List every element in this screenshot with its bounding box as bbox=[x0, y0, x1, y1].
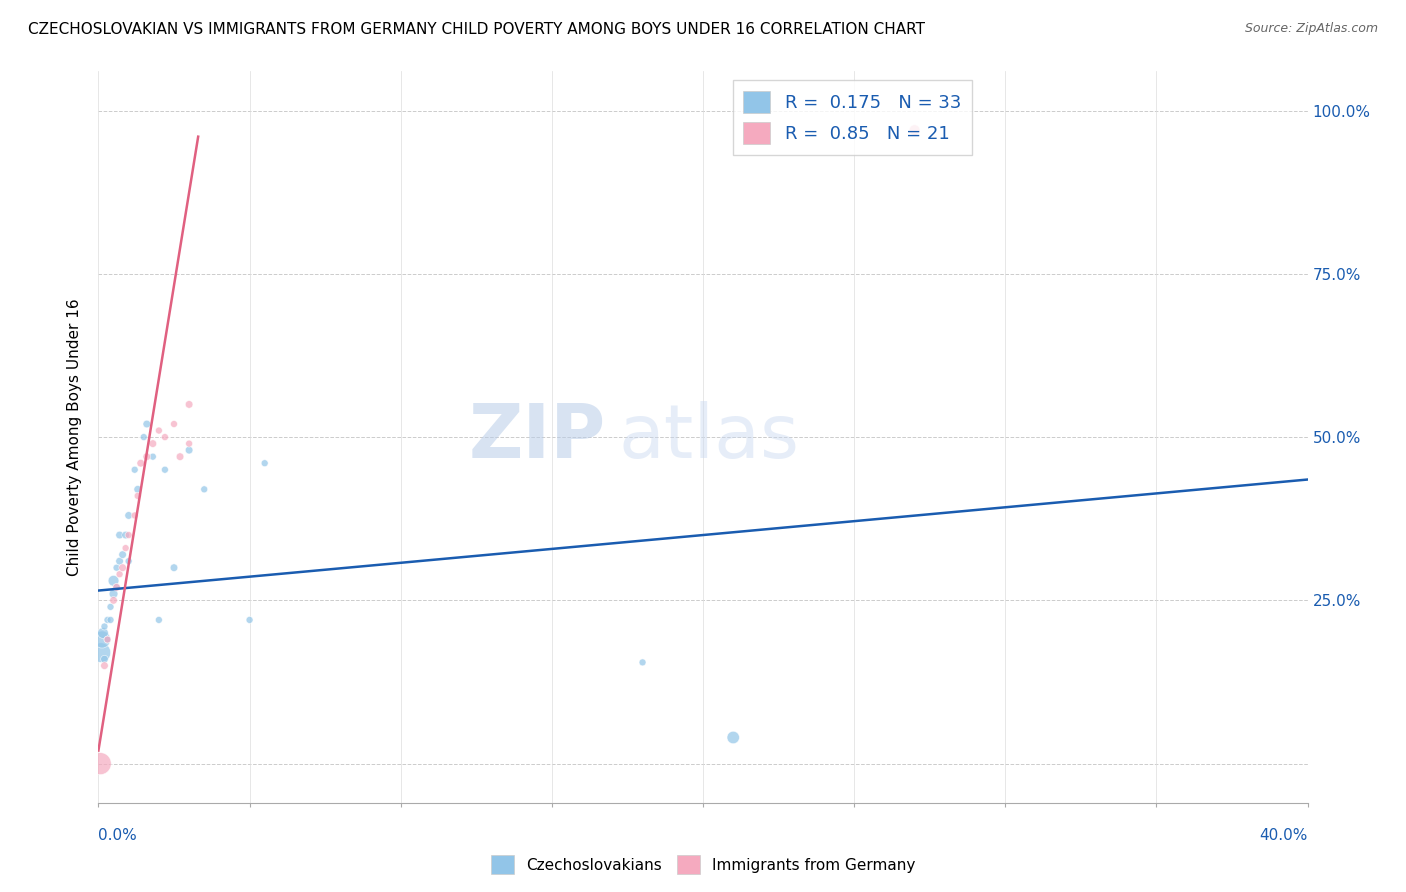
Point bbox=[111, 560, 134, 574]
Legend: R =  0.175   N = 33, R =  0.85   N = 21: R = 0.175 N = 33, R = 0.85 N = 21 bbox=[733, 80, 972, 155]
Point bbox=[100, 613, 122, 627]
Text: ZIP: ZIP bbox=[470, 401, 606, 474]
Point bbox=[93, 658, 115, 673]
Point bbox=[105, 580, 128, 594]
Y-axis label: Child Poverty Among Boys Under 16: Child Poverty Among Boys Under 16 bbox=[67, 298, 83, 576]
Point bbox=[169, 450, 191, 464]
Text: atlas: atlas bbox=[619, 401, 800, 474]
Point bbox=[103, 587, 125, 601]
Point bbox=[142, 436, 165, 450]
Point bbox=[108, 567, 131, 582]
Point bbox=[118, 528, 141, 542]
Text: Source: ZipAtlas.com: Source: ZipAtlas.com bbox=[1244, 22, 1378, 36]
Point bbox=[93, 652, 115, 666]
Point bbox=[108, 554, 131, 568]
Legend: Czechoslovakians, Immigrants from Germany: Czechoslovakians, Immigrants from German… bbox=[485, 849, 921, 880]
Point bbox=[90, 646, 112, 660]
Point bbox=[132, 430, 155, 444]
Point bbox=[100, 599, 122, 614]
Point bbox=[91, 632, 114, 647]
Point bbox=[96, 632, 118, 647]
Point bbox=[89, 756, 111, 771]
Point bbox=[153, 463, 176, 477]
Point bbox=[163, 560, 186, 574]
Point bbox=[91, 626, 114, 640]
Text: 0.0%: 0.0% bbox=[98, 828, 138, 843]
Point bbox=[153, 430, 176, 444]
Point bbox=[631, 656, 654, 670]
Point bbox=[148, 424, 170, 438]
Point bbox=[114, 528, 136, 542]
Point bbox=[93, 619, 115, 633]
Point bbox=[142, 450, 165, 464]
Point bbox=[193, 483, 215, 497]
Point bbox=[239, 613, 262, 627]
Point bbox=[103, 574, 125, 588]
Point bbox=[118, 508, 141, 523]
Point bbox=[135, 417, 157, 431]
Point bbox=[118, 554, 141, 568]
Point bbox=[723, 731, 745, 745]
Point bbox=[127, 489, 149, 503]
Text: 40.0%: 40.0% bbox=[1260, 828, 1308, 843]
Point bbox=[127, 483, 149, 497]
Point bbox=[179, 443, 201, 458]
Point bbox=[124, 508, 146, 523]
Point bbox=[135, 450, 157, 464]
Point bbox=[253, 456, 276, 470]
Point bbox=[103, 593, 125, 607]
Point bbox=[111, 548, 134, 562]
Point bbox=[105, 580, 128, 594]
Point bbox=[129, 456, 152, 470]
Point bbox=[96, 613, 118, 627]
Point bbox=[96, 632, 118, 647]
Point bbox=[108, 528, 131, 542]
Point bbox=[179, 436, 201, 450]
Point bbox=[124, 463, 146, 477]
Text: CZECHOSLOVAKIAN VS IMMIGRANTS FROM GERMANY CHILD POVERTY AMONG BOYS UNDER 16 COR: CZECHOSLOVAKIAN VS IMMIGRANTS FROM GERMA… bbox=[28, 22, 925, 37]
Point bbox=[163, 417, 186, 431]
Point bbox=[105, 560, 128, 574]
Point bbox=[904, 123, 927, 137]
Point bbox=[148, 613, 170, 627]
Point bbox=[179, 397, 201, 411]
Point bbox=[114, 541, 136, 555]
